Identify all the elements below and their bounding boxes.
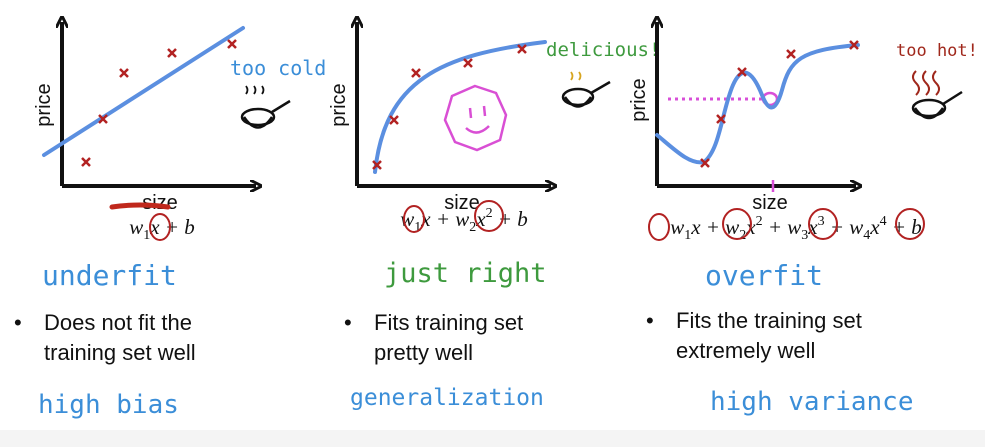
verdict-high-bias: high bias [38,390,179,420]
panel-underfit: price size w1x + b too cold [33,22,326,243]
data-point [227,39,237,49]
term-circle [648,213,670,241]
fit-word-overfit: overfit [705,259,823,292]
bullet-symbol: • [344,310,352,335]
steam-icon [245,85,265,95]
bullet-just-right: • Fits training set pretty well [344,310,523,365]
data-point [389,115,399,125]
steam-icon [570,71,582,81]
x-axis-label: size [444,192,480,214]
panel-just-right: price size w1x + w2x2 + b delicious! [328,22,660,235]
fit-word-underfit: underfit [42,259,177,292]
data-points [372,44,527,170]
data-point [463,58,473,68]
smiley-face-icon [443,84,508,152]
fit-curve [373,40,547,174]
frying-pan-icon [240,99,291,129]
annotation: delicious! [546,39,660,61]
frying-pan-icon [911,90,963,120]
bullet-line-1: Fits training set [374,310,523,335]
bullet-line-2: training set well [44,340,196,365]
y-axis-label: price [33,83,55,126]
bottom-band [0,430,985,447]
term-circle [722,208,752,240]
data-points [81,39,237,167]
y-axis-label: price [328,83,350,126]
steam-icon [912,70,940,96]
fit-line [42,26,245,157]
term-circle [149,213,171,241]
bullet-symbol: • [14,310,22,335]
term-circle [403,205,425,233]
panel-overfit: price size w1x + w2x2 + w3x3 + w4x4 + b … [628,22,978,243]
data-point [737,67,747,77]
equation: w1x + b [129,215,195,243]
bullet-line-2: pretty well [374,340,473,365]
verdict-high-variance: high variance [710,387,914,417]
term-circle [895,208,925,240]
bullet-overfit: • Fits the training set extremely well [646,308,862,363]
data-point [517,44,527,54]
data-point [167,48,177,58]
data-point [98,114,108,124]
bullet-line-2: extremely well [676,338,815,363]
data-points [700,40,859,168]
annotation: too hot! [896,41,978,61]
term-circle [474,200,504,232]
bullet-symbol: • [646,308,654,333]
bullet-line-1: Fits the training set [676,308,862,333]
verdict-generalization: generalization [350,385,544,411]
data-point [700,158,710,168]
underline-mark [109,202,171,210]
data-point [372,160,382,170]
term-circle [808,208,838,240]
fit-word-just-right: just right [384,258,547,289]
annotation: too cold [230,56,326,80]
bullet-underfit: • Does not fit the training set well [14,310,196,365]
data-point [81,157,91,167]
y-axis-label: price [628,78,650,121]
data-point [716,114,726,124]
data-point [119,68,129,78]
fit-curve [655,43,860,165]
frying-pan-icon [561,80,611,108]
bullet-line-1: Does not fit the [44,310,192,335]
x-axis-label: size [752,192,788,214]
data-point [411,68,421,78]
data-point [786,49,796,59]
equation: w1x + w2x2 + w3x3 + w4x4 + b [670,214,922,243]
data-point [849,40,859,50]
